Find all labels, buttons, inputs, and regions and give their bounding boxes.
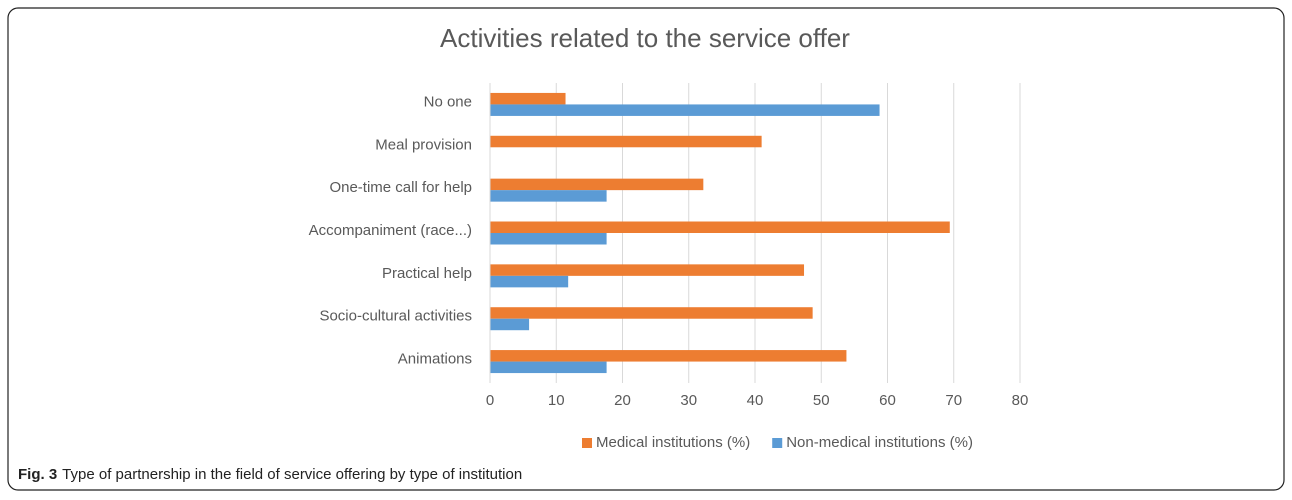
y-tick-label: Socio-cultural activities: [319, 308, 472, 325]
x-tick-label: 0: [486, 392, 494, 409]
bar: [490, 233, 607, 245]
caption: Fig. 3 Type of partnership in the field o…: [18, 466, 522, 483]
y-tick-label: Meal provision: [375, 136, 472, 153]
bar: [490, 104, 880, 116]
y-tick-label: Animations: [398, 351, 472, 368]
caption-text: Type of partnership in the field of serv…: [62, 466, 522, 483]
x-tick-label: 50: [813, 392, 830, 409]
bar: [490, 318, 530, 331]
y-tick-label: No one: [424, 93, 472, 110]
x-tick-label: 30: [680, 392, 697, 409]
bar: [490, 361, 607, 374]
x-tick-label: 20: [614, 392, 631, 409]
y-tick-label: Accompaniment (race...): [309, 222, 472, 239]
legend-label: Medical institutions (%): [596, 434, 750, 451]
x-tick-label: 10: [548, 392, 565, 409]
x-tick-label: 60: [879, 392, 896, 409]
bar: [490, 221, 950, 233]
bar: [490, 178, 704, 191]
x-tick-label: 80: [1012, 392, 1029, 409]
bar: [490, 275, 569, 288]
y-tick-label: Practical help: [382, 265, 472, 282]
legend-label: Non-medical institutions (%): [786, 434, 973, 451]
y-tick-label: One-time call for help: [329, 179, 472, 196]
bar: [490, 307, 813, 319]
frame: [7, 7, 1285, 491]
bar: [490, 92, 566, 105]
legend-swatch: [582, 438, 592, 448]
chart-title: Activities related to the service offer: [440, 23, 850, 53]
bar: [490, 135, 762, 148]
bar: [490, 264, 805, 276]
x-tick-label: 40: [747, 392, 764, 409]
legend-swatch: [772, 438, 783, 448]
bar: [490, 350, 847, 362]
x-tick-label: 70: [945, 392, 962, 409]
bar: [490, 190, 607, 202]
caption-label: Fig. 3: [18, 466, 57, 483]
